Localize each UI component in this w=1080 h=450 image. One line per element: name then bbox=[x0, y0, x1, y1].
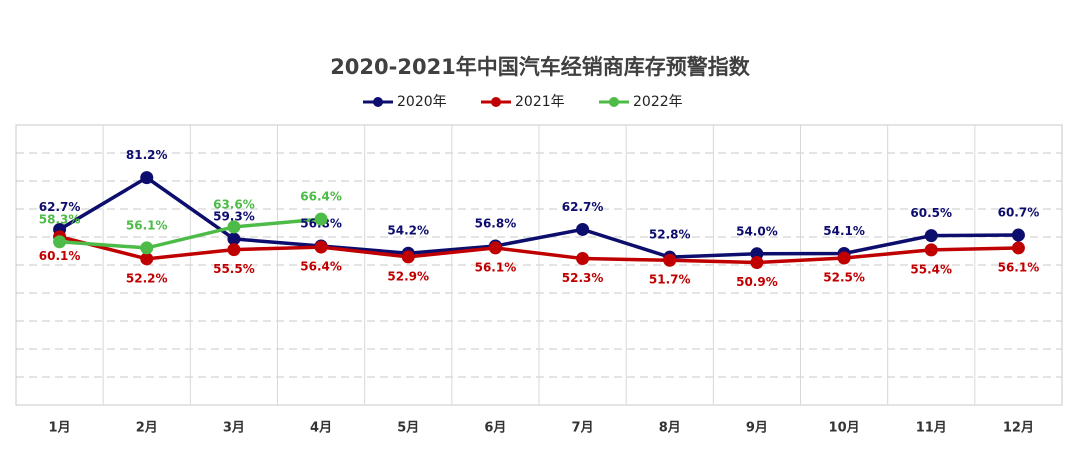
x-tick-label: 12月 bbox=[1003, 421, 1034, 436]
legend-label: 2020年 bbox=[397, 94, 447, 110]
point bbox=[227, 220, 241, 234]
point bbox=[227, 232, 241, 246]
point bbox=[1011, 241, 1025, 255]
legend-marker bbox=[491, 97, 501, 107]
data-label: 54.2% bbox=[387, 224, 429, 238]
x-tick-label: 7月 bbox=[572, 421, 594, 436]
point bbox=[924, 229, 938, 243]
legend-label: 2021年 bbox=[515, 94, 565, 110]
point bbox=[837, 251, 851, 265]
data-label: 52.5% bbox=[823, 271, 865, 285]
data-label: 50.9% bbox=[736, 275, 778, 289]
data-label: 59.3% bbox=[213, 209, 255, 223]
x-tick-label: 2月 bbox=[136, 421, 158, 436]
series-line bbox=[59, 235, 1019, 265]
legend-label: 2022年 bbox=[633, 94, 683, 110]
point bbox=[140, 241, 154, 255]
data-label: 52.9% bbox=[387, 269, 429, 283]
data-label: 52.3% bbox=[562, 271, 604, 285]
data-label: 54.0% bbox=[736, 224, 778, 238]
data-label: 60.5% bbox=[910, 206, 952, 220]
point bbox=[140, 252, 154, 266]
data-label: 52.2% bbox=[126, 271, 168, 285]
data-label: 62.7% bbox=[562, 200, 604, 214]
point bbox=[53, 235, 67, 249]
point bbox=[314, 240, 328, 254]
data-label: 56.1% bbox=[475, 260, 517, 274]
data-label: 56.4% bbox=[300, 260, 342, 274]
data-label: 55.4% bbox=[910, 262, 952, 276]
x-tick-label: 8月 bbox=[659, 421, 681, 436]
x-tick-label: 11月 bbox=[916, 421, 947, 436]
data-label: 51.7% bbox=[649, 273, 691, 287]
x-tick-label: 3月 bbox=[223, 421, 245, 436]
x-tick-label: 4月 bbox=[310, 421, 332, 436]
data-label: 55.5% bbox=[213, 262, 255, 276]
point bbox=[227, 243, 241, 257]
data-label: 63.6% bbox=[213, 197, 255, 211]
chart-title: 2020-2021年中国汽车经销商库存预警指数 bbox=[330, 55, 751, 79]
x-tick-label: 10月 bbox=[829, 421, 860, 436]
x-tick-label: 5月 bbox=[397, 421, 419, 436]
data-label: 56.1% bbox=[998, 260, 1040, 274]
x-tick-label: 6月 bbox=[484, 421, 506, 436]
point bbox=[140, 171, 154, 185]
point bbox=[314, 212, 328, 226]
point bbox=[401, 250, 415, 264]
point bbox=[924, 243, 938, 257]
legend-marker bbox=[609, 97, 619, 107]
legend-marker bbox=[373, 97, 383, 107]
data-label: 54.1% bbox=[823, 224, 865, 238]
data-label: 56.8% bbox=[475, 216, 517, 230]
point bbox=[663, 253, 677, 267]
data-label: 62.7% bbox=[39, 200, 81, 214]
data-label: 56.1% bbox=[126, 218, 168, 232]
point bbox=[750, 255, 764, 269]
data-label: 60.1% bbox=[39, 249, 81, 263]
point bbox=[576, 252, 590, 266]
data-label: 60.7% bbox=[998, 206, 1040, 220]
data-label: 52.8% bbox=[649, 228, 691, 242]
data-label: 81.2% bbox=[126, 148, 168, 162]
series-line bbox=[59, 217, 322, 250]
data-label: 66.4% bbox=[300, 190, 342, 204]
data-label: 58.3% bbox=[39, 212, 81, 226]
point bbox=[1011, 228, 1025, 242]
x-tick-label: 9月 bbox=[746, 421, 768, 436]
point bbox=[576, 222, 590, 236]
x-tick-label: 1月 bbox=[49, 421, 71, 436]
point bbox=[488, 241, 502, 255]
